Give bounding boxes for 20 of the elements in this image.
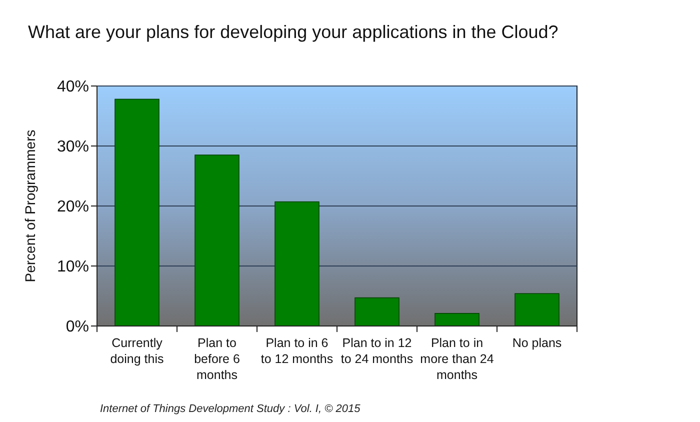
- y-axis-title: Percent of Programmers: [22, 130, 38, 282]
- chart-title: What are your plans for developing your applications in the Cloud?: [28, 22, 558, 42]
- x-tick-label: Plan to in 6 to 12 months: [260, 336, 334, 366]
- x-tick-label: Plan to in 12 to 24 months: [340, 336, 414, 366]
- x-tick-label: No plans: [512, 336, 562, 350]
- bar: [114, 98, 160, 326]
- y-tick-label: 40%: [56, 78, 89, 96]
- x-tick-label: Plan to before 6 months: [194, 336, 240, 382]
- x-tick-label: Plan to in more than 24 months: [420, 336, 494, 382]
- text: Internet of Things Development Study : Vol. I, © 2015: [100, 403, 362, 415]
- bar: [194, 154, 240, 326]
- y-tick-label: 0%: [66, 318, 89, 336]
- y-tick-label: 20%: [56, 198, 89, 216]
- bar: [434, 313, 480, 326]
- y-tick-label: 10%: [56, 258, 89, 276]
- bar: [354, 297, 400, 326]
- bar: [514, 293, 560, 326]
- y-tick-label: 30%: [56, 138, 89, 156]
- x-tick-label: Currently doing this: [110, 336, 164, 366]
- bar: [274, 201, 320, 326]
